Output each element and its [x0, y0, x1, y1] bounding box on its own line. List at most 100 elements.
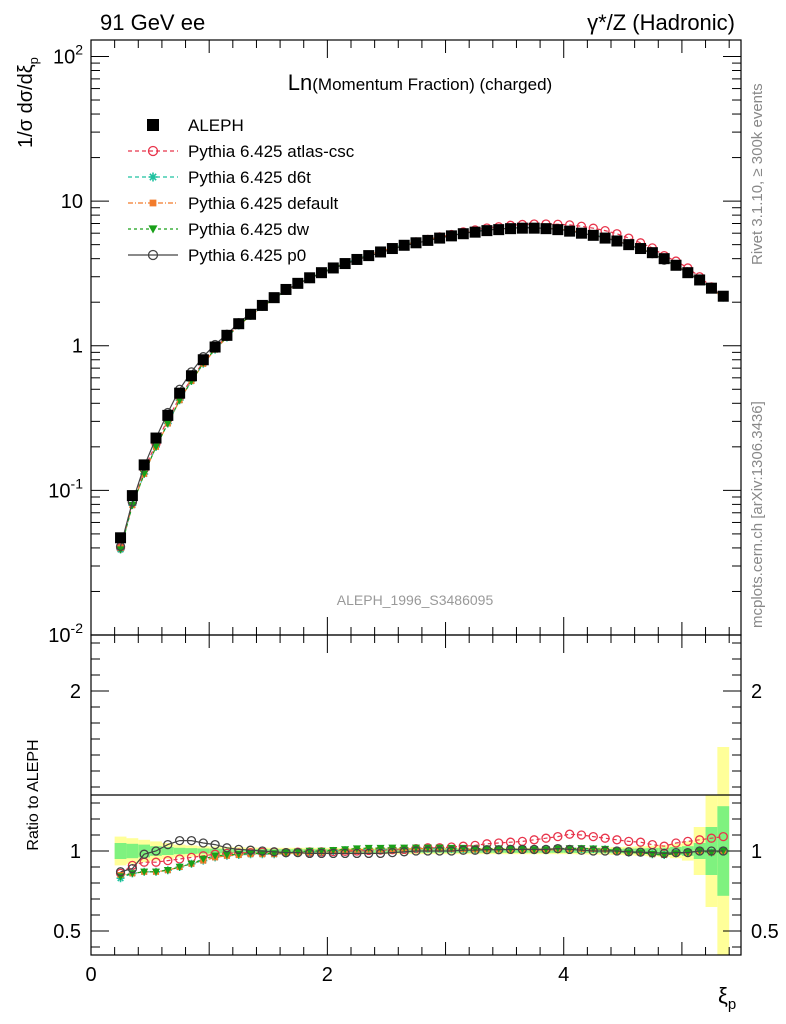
series-pythia-6-425-default: [117, 224, 727, 551]
ratio-point-pythia-6-425-p0: [517, 844, 528, 855]
x-tick-label: 4: [558, 964, 569, 986]
xlabel-sub: p: [728, 996, 736, 1013]
data-point-aleph: [469, 226, 481, 238]
data-point-aleph: [327, 262, 339, 274]
data-point-aleph: [505, 223, 517, 235]
series-line-pythia-6-425-atlas-csc: [119, 223, 724, 549]
data-point-aleph: [658, 253, 670, 265]
ratio-point-pythia-6-425-p0: [399, 847, 409, 857]
ratio-point-pythia-6-425-p0: [659, 848, 669, 859]
ratio-point-pythia-6-425-dw: [636, 849, 645, 857]
ratio-point-pythia-6-425-p0: [316, 848, 327, 859]
ratio-point-pythia-6-425-dw: [163, 867, 172, 875]
ratio-y-tick-label: 2: [70, 681, 81, 703]
ratio-point-pythia-6-425-dw: [211, 852, 220, 860]
ratio-point-pythia-6-425-p0: [234, 844, 244, 855]
data-point-aleph: [304, 272, 316, 284]
data-point-aleph: [292, 277, 304, 289]
xlabel-text: ξ: [718, 983, 728, 1008]
ratio-point-pythia-6-425-atlas-csc: [624, 836, 634, 847]
data-point-aleph: [422, 234, 434, 246]
stat-uncertainty-band: [221, 848, 233, 854]
data-point-aleph: [375, 246, 387, 258]
ratio-point-pythia-6-425-p0: [612, 846, 622, 856]
ratio-point-pythia-6-425-dw: [152, 868, 160, 876]
ratio-point-pythia-6-425-atlas-csc: [564, 829, 575, 839]
legend-item-pythia-6-425-p0: Pythia 6.425 p0: [128, 246, 306, 265]
ratio-y-tick-label-right: 2: [751, 681, 762, 703]
main-y-tick-exponent: 2: [75, 41, 83, 57]
series-aleph: [115, 222, 729, 544]
ratio-point-pythia-6-425-atlas-csc: [706, 833, 717, 843]
legend-marker: [147, 119, 159, 131]
ratio-point-pythia-6-425-p0: [635, 847, 646, 857]
data-point-aleph: [635, 243, 647, 255]
ratio-point-pythia-6-425-atlas-csc: [659, 841, 669, 851]
legend-label: Pythia 6.425 dw: [188, 220, 310, 239]
main-y-tick-base: 10: [61, 191, 83, 213]
stat-uncertainty-band: [209, 848, 221, 854]
data-point-aleph: [339, 258, 351, 270]
mcplots-source-label: mcplots.cern.ch [arXiv:1306.3436]: [749, 401, 766, 628]
x-tick-label: 0: [85, 964, 96, 986]
ratio-point-pythia-6-425-p0: [470, 845, 480, 855]
legend-item-pythia-6-425-atlas-csc: Pythia 6.425 atlas-csc: [128, 142, 355, 161]
ratio-point-pythia-6-425-p0: [186, 835, 197, 846]
ratio-plot-ticks: 0.5 0.5 1 1 2 2 0 2 4: [53, 635, 779, 986]
stat-uncertainty-band: [138, 844, 151, 858]
legend-marker: [147, 145, 159, 157]
ratio-point-pythia-6-425-p0: [694, 846, 705, 856]
ratio-y-tick-label-right: 1: [751, 841, 762, 863]
ratio-point-pythia-6-425-dw: [199, 855, 208, 863]
data-point-aleph: [150, 432, 162, 444]
data-point-aleph: [552, 224, 564, 236]
ratio-point-pythia-6-425-p0: [576, 845, 587, 855]
stat-uncertainty-band: [114, 843, 127, 859]
title-prefix: Ln: [288, 70, 312, 95]
ratio-point-pythia-6-425-atlas-csc: [163, 855, 173, 866]
ratio-point-pythia-6-425-p0: [423, 846, 433, 856]
legend-label: ALEPH: [188, 116, 244, 135]
ratio-point-pythia-6-425-p0: [505, 844, 516, 855]
main-y-tick-exponent: -1: [71, 475, 84, 491]
stat-uncertainty-band: [197, 848, 210, 854]
ratio-point-pythia-6-425-p0: [364, 848, 374, 859]
main-y-tick-base: 10: [48, 625, 70, 647]
ratio-point-pythia-6-425-dw: [435, 844, 444, 852]
ratio-point-pythia-6-425-dw: [140, 868, 149, 876]
main-y-tick-base: 10: [48, 480, 70, 502]
data-point-aleph: [717, 290, 729, 302]
ratio-point-pythia-6-425-p0: [553, 843, 563, 854]
ratio-point-pythia-6-425-atlas-csc: [600, 833, 610, 843]
series-pythia-6-425-p0: [115, 223, 728, 552]
data-point-pythia-6-425-dw: [152, 443, 160, 451]
rivet-version-label: Rivet 3.1.10, ≥ 300k events: [749, 83, 766, 265]
legend-label: Pythia 6.425 p0: [188, 246, 306, 265]
title-rest: (Momentum Fraction) (charged): [312, 75, 552, 94]
data-point-aleph: [138, 459, 150, 471]
main-y-tick-base: 10: [53, 46, 75, 68]
ratio-y-tick-label: 0.5: [53, 921, 81, 943]
ratio-point-pythia-6-425-p0: [718, 846, 728, 856]
ratio-point-pythia-6-425-p0: [281, 847, 291, 858]
main-ylabel-sub: p: [26, 57, 41, 64]
data-point-aleph: [445, 230, 457, 242]
series-line-pythia-6-425-default: [119, 227, 724, 549]
ratio-point-pythia-6-425-dw: [423, 844, 432, 852]
header-energy-label: 91 GeV ee: [100, 10, 205, 35]
legend-item-aleph: ALEPH: [147, 116, 244, 135]
data-point-aleph: [233, 318, 245, 330]
ratio-point-pythia-6-425-dw: [222, 851, 231, 859]
ratio-point-pythia-6-425-p0: [151, 846, 161, 856]
data-point-aleph: [280, 283, 292, 295]
ratio-point-pythia-6-425-p0: [564, 844, 575, 855]
data-point-aleph: [516, 222, 528, 234]
analysis-watermark: ALEPH_1996_S3486095: [337, 592, 494, 608]
series-line-pythia-6-425-dw: [119, 226, 724, 550]
x-axis-label: ξp: [718, 983, 736, 1013]
data-point-aleph: [209, 341, 221, 353]
data-point-aleph: [185, 370, 197, 382]
stat-uncertainty-band: [185, 848, 198, 854]
